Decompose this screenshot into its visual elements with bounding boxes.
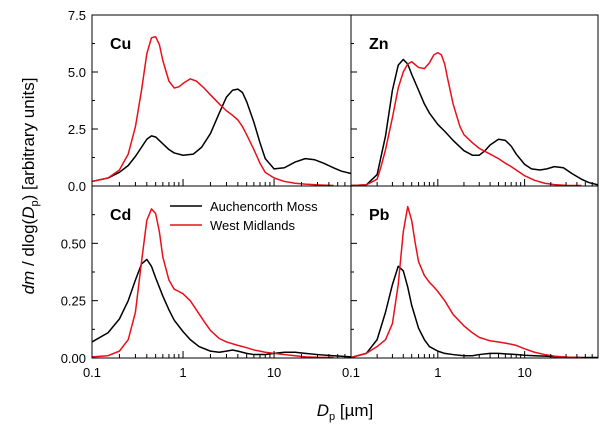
series-line-zn-west-midlands bbox=[350, 51, 582, 187]
y-tick-label-cd: 0.25 bbox=[61, 294, 86, 309]
panel-zn: Zn bbox=[350, 14, 599, 187]
panel-pb: Pb 0.1 1 10 bbox=[342, 185, 599, 380]
panel-label-cd: Cd bbox=[110, 207, 131, 224]
y-tick-label-cu: 7.5 bbox=[68, 8, 86, 23]
x-tick-label-pb: 10 bbox=[517, 365, 531, 380]
x-tick-label-cd: 1 bbox=[179, 365, 186, 380]
y-axis-title: dm / dlog(Dp) [arbitrary units] bbox=[19, 78, 41, 295]
legend: Auchencorth Moss West Midlands bbox=[170, 199, 318, 233]
x-tick-label-cd: 10 bbox=[267, 365, 281, 380]
legend-label-west-midlands: West Midlands bbox=[210, 218, 296, 233]
x-tick-label-pb: 0.1 bbox=[342, 365, 360, 380]
y-tick-label-cu: 2.5 bbox=[68, 122, 86, 137]
series-line-zn-auchencorth-moss bbox=[350, 58, 599, 187]
panel-label-cu: Cu bbox=[110, 36, 131, 53]
panel-cu: Cu 0.0 2.5 5.0 7.5 bbox=[68, 8, 352, 194]
series-line-cd-auchencorth-moss bbox=[91, 258, 352, 358]
x-axis-title: Dp [µm] bbox=[317, 401, 374, 423]
x-tick-label-cd: 0.1 bbox=[83, 365, 101, 380]
panel-label-pb: Pb bbox=[369, 207, 390, 224]
y-tick-label-cd: 0.50 bbox=[61, 236, 86, 251]
y-tick-label-cd: 0.00 bbox=[61, 351, 86, 366]
panel-cd: Cd 0.1 1 10 0.00 0.25 0.50 bbox=[61, 185, 352, 380]
panel-label-zn: Zn bbox=[369, 36, 389, 53]
series-line-pb-auchencorth-moss bbox=[350, 265, 598, 359]
x-tick-label-pb: 1 bbox=[434, 365, 441, 380]
legend-label-auchencorth-moss: Auchencorth Moss bbox=[210, 199, 318, 214]
series-line-cu-auchencorth-moss bbox=[91, 88, 352, 183]
y-tick-label-cu: 0.0 bbox=[68, 179, 86, 194]
series-line-cd-west-midlands bbox=[91, 208, 334, 359]
panels: Cu 0.0 2.5 5.0 7.5 Zn Cd 0.1 1 10 0.00 0.25 0.50 Pb 0.… bbox=[61, 8, 599, 380]
y-tick-label-cu: 5.0 bbox=[68, 65, 86, 80]
series-line-cu-west-midlands bbox=[91, 35, 334, 187]
series-line-pb-west-midlands bbox=[350, 205, 582, 359]
